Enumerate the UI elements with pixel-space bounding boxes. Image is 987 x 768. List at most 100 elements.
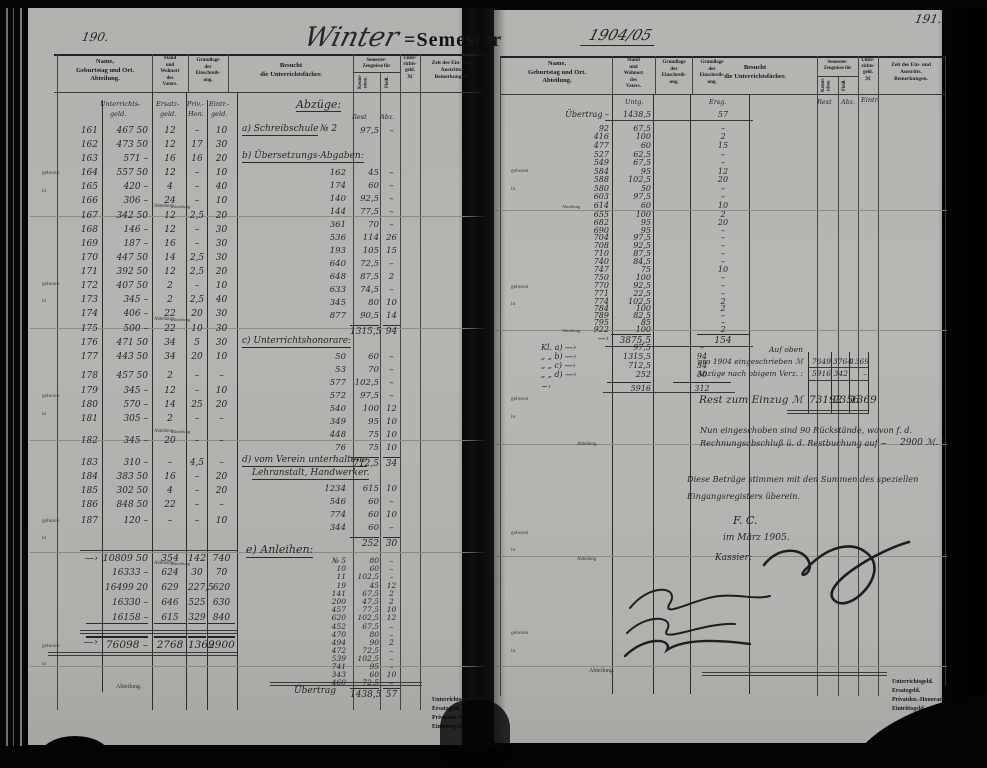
mini-ledger-row: 140 92,5 – — [30, 194, 490, 206]
ledger-row: 416 100 2 — [497, 132, 957, 142]
col-header-grundlage-inner: Grundlage der Einschreib- ung. — [661, 60, 687, 85]
cell-value-1: 624 — [161, 568, 179, 578]
cell-sum-2: 342 — [833, 369, 848, 378]
cell-ref: 771 — [593, 289, 609, 298]
kassier-signature-icon — [762, 540, 911, 605]
mini-ledger-row: 11 102,5 – — [30, 572, 490, 584]
ledger-row: 178 457 50 2 – – — [30, 371, 490, 385]
cell-value-1: 16 — [164, 239, 176, 249]
cell-value: 84,5 — [633, 257, 651, 266]
cell-extra: 2 — [720, 325, 726, 334]
subheader-note: Unterrichts- — [100, 100, 141, 108]
cell-ref: 690 — [593, 226, 609, 235]
cell-value: 712,5 — [628, 361, 651, 370]
cell-ref: 457 — [331, 605, 346, 614]
cell-value-3: 30 — [215, 140, 228, 150]
cell-label: „ „ b) —› — [541, 352, 577, 361]
cell-value-2: 142 — [188, 553, 207, 564]
cell-kenntnisse: 72,5 — [362, 678, 379, 687]
abteilung-print: Abteilung — [154, 204, 174, 209]
summary-row: Abzüge nach obigem Verz. : 5916 342 – — [497, 369, 957, 380]
cell-value-1: 22 — [164, 500, 176, 510]
cell-ref: 704 — [593, 233, 609, 242]
cell-ref: 494 — [331, 638, 346, 647]
cell-kenntnisse: 90,5 — [360, 311, 379, 321]
cell-extra: 94 — [696, 352, 708, 361]
cell-value-1: 12 — [164, 386, 176, 396]
cell-row-number: 171 — [80, 267, 98, 277]
cell-kenntnisse: 95 — [368, 417, 379, 427]
cell-value-2: – — [194, 386, 200, 396]
cell-value-3: 10 — [215, 126, 228, 136]
ledger-row: 774 102,5 2 — [497, 297, 957, 307]
cell-fleiss: – — [389, 391, 394, 401]
cell-value-3: 30 — [215, 225, 228, 235]
cell-fleiss: – — [389, 497, 394, 507]
scan-edge-shadow — [938, 0, 987, 768]
cell-ref: 614 — [593, 201, 609, 210]
cell-value-2: 329 — [188, 613, 206, 624]
margin-print: in — [511, 547, 516, 553]
cell-value: 67,5 — [633, 124, 651, 133]
cell-row-number: 168 — [80, 225, 98, 235]
cell-value-1: – — [167, 458, 173, 468]
cell-ref: 588 — [593, 175, 609, 184]
cell-value-3: 20 — [215, 486, 228, 496]
ledger-row: —› 10809 50 354 142 740 — [30, 553, 490, 567]
cell-ref: 416 — [593, 132, 609, 141]
cell-row-number: 161 — [80, 126, 98, 136]
abteilung-print: Abteilung — [171, 317, 191, 322]
cell-amount: 571 – — [123, 154, 148, 164]
ledger-row: 477 60 15 — [497, 141, 957, 151]
right-margin-prints: geboren in geboren in geboren in geboren in gebo… — [497, 0, 957, 768]
cell-value-2: – — [194, 414, 200, 424]
cell-value-1: 24 — [164, 196, 176, 206]
cell-ref: 344 — [329, 523, 346, 533]
cell-fleiss: – — [389, 194, 394, 204]
cell-row-number: 174 — [80, 309, 98, 319]
cell-value-1: 16 — [164, 154, 176, 164]
cell-fleiss: 10 — [386, 670, 397, 679]
cell-value: 102,5 — [628, 297, 651, 306]
ledger-row: 170 447 50 14 2,5 30 — [30, 253, 490, 267]
cell-kenntnisse: 47,5 — [362, 597, 379, 606]
cell-kenntnisse: 100 — [362, 404, 379, 414]
cell-value-1: 14 — [164, 253, 176, 263]
ledger-row: 740 84,5 – — [497, 257, 957, 267]
ledger-row: 92 67,5 – — [497, 124, 957, 134]
cell-value-2: – — [194, 196, 200, 206]
cell-sum-2: 3764 — [833, 357, 853, 366]
right-recap: Kl. a) —› 97,5 – „ „ b) —› 1315,5 94 „ „… — [497, 0, 957, 768]
subheader-note: Rest — [352, 113, 367, 121]
ledger-row: 172 407 50 2 – 10 — [30, 281, 490, 295]
cell-kenntnisse: 60 — [368, 352, 379, 362]
cell-amount: 345 – — [123, 295, 148, 305]
ledger-row: Abteilung 175 500 – 22 10 30 — [30, 317, 490, 338]
margin-print: geboren — [511, 168, 529, 174]
cell-amount: 570 – — [123, 400, 148, 410]
left-abteilung-marks: Abteilung Abteilung Abteilung Abteilung Abte… — [30, 0, 490, 768]
cell-kenntnisse: 102,5 — [357, 572, 379, 581]
summary-label: Abzüge nach obigem Verz. : — [697, 369, 803, 378]
cell-kenntnisse: 70 — [368, 365, 379, 375]
paragraph-text: Diese Beträge stimmen mit den Summen des… — [687, 474, 919, 484]
cell-extra: 10 — [717, 265, 729, 274]
col-header-besuch: Besucht die Unterrichtsfächer. — [724, 64, 786, 80]
cell-kenntnisse: 60 — [368, 523, 379, 533]
cell-ref: 50 — [335, 352, 346, 362]
cell-kenntnisse: 45 — [368, 168, 379, 178]
mini-ledger-row: 361 70 – — [30, 220, 490, 232]
cell-fleiss: 10 — [386, 484, 397, 494]
cell-ref: 452 — [331, 622, 346, 631]
cell-ref: 349 — [329, 417, 346, 427]
cell-fleiss: – — [389, 220, 394, 230]
cell-extra: – — [721, 158, 725, 167]
cell-ref: 789 — [593, 311, 609, 320]
margin-print: in — [42, 411, 47, 417]
cell-amount: 345 – — [123, 386, 148, 396]
abteilung-print: Abteilung — [171, 561, 191, 566]
margin-print: geboren — [42, 170, 60, 176]
col-header-besuch: Besucht die Unterrichtsfächer. — [260, 62, 322, 78]
cell-ref: 193 — [329, 246, 346, 256]
cell-row-number: 180 — [80, 400, 98, 410]
